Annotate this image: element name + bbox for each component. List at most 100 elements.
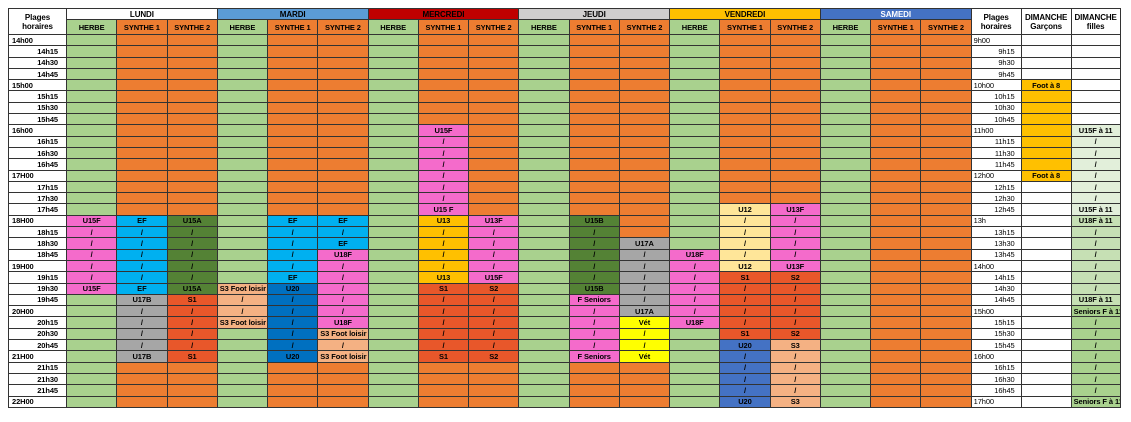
slot xyxy=(367,395,419,408)
slot xyxy=(216,237,269,250)
schedule: Plages horaires LUNDI MARDI MERCREDI JEUDI VE… xyxy=(8,8,1121,408)
booking: S3 Foot loisir xyxy=(216,316,269,329)
booking: U17A xyxy=(618,237,671,250)
sunday-slot xyxy=(1020,56,1072,69)
booking: U17B xyxy=(116,293,168,307)
slot xyxy=(920,327,972,341)
slot xyxy=(166,113,218,126)
sunday-header: DIMANCHE Garçons xyxy=(1020,8,1072,35)
slot xyxy=(819,316,872,329)
slot xyxy=(819,33,872,47)
slot xyxy=(618,361,671,374)
slot xyxy=(166,124,218,137)
slot xyxy=(116,372,168,386)
slot xyxy=(669,158,721,171)
booking: / xyxy=(317,226,369,239)
booking: / xyxy=(669,282,721,295)
slot xyxy=(669,214,721,228)
slot xyxy=(870,372,922,386)
slot xyxy=(65,293,118,307)
slot xyxy=(367,56,419,69)
slot xyxy=(870,169,922,182)
slot xyxy=(870,339,922,352)
booking: / xyxy=(669,305,721,318)
time-slot: 18h30 xyxy=(8,237,67,250)
slot xyxy=(518,45,570,58)
sunday-booking: / xyxy=(1070,135,1121,148)
slot xyxy=(870,146,922,160)
slot xyxy=(669,79,721,92)
slot xyxy=(769,45,821,58)
slot xyxy=(267,67,319,81)
booking: / xyxy=(116,339,168,352)
schedule-table: Plages horaires LUNDI MARDI MERCREDI JEUDI VE… xyxy=(8,8,1121,408)
booking: / xyxy=(417,248,470,261)
slot xyxy=(920,192,972,205)
slot xyxy=(618,192,671,205)
slot xyxy=(568,45,620,58)
day-header: MARDI xyxy=(216,8,369,20)
field-header: HERBE xyxy=(65,19,118,35)
slot xyxy=(317,158,369,171)
slot xyxy=(367,192,419,205)
slot xyxy=(367,237,419,250)
slot xyxy=(267,192,319,205)
booking: / xyxy=(417,237,470,250)
slot xyxy=(669,56,721,69)
slot xyxy=(367,339,419,352)
slot xyxy=(719,124,771,137)
sunday-time-slot: 10h00 xyxy=(970,79,1022,92)
slot xyxy=(367,316,419,329)
booking: / xyxy=(267,248,319,261)
slot xyxy=(870,327,922,341)
slot xyxy=(618,158,671,171)
slot xyxy=(870,350,922,363)
slot xyxy=(468,113,520,126)
slot xyxy=(116,135,168,148)
time-row: 22H00 U20 S3 17h00 Seniors F à 11 xyxy=(8,395,1121,408)
slot xyxy=(65,305,118,318)
sunday-slot xyxy=(1020,67,1072,81)
booking: / xyxy=(769,361,821,374)
slot xyxy=(216,226,269,239)
sunday-slot xyxy=(1070,67,1121,81)
slot xyxy=(819,361,872,374)
booking: / xyxy=(719,384,771,397)
booking: U15F xyxy=(468,271,520,284)
slot xyxy=(819,113,872,126)
booking: / xyxy=(116,327,168,341)
slot xyxy=(819,158,872,171)
sunday-time-slot: 9h00 xyxy=(970,33,1022,47)
booking: S3 xyxy=(769,395,821,408)
slot xyxy=(920,226,972,239)
slot xyxy=(468,45,520,58)
booking: / xyxy=(317,271,369,284)
field-header: SYNTHE 1 xyxy=(116,19,168,35)
booking: U15F xyxy=(65,214,118,228)
booking: / xyxy=(65,226,118,239)
slot xyxy=(468,90,520,103)
slot xyxy=(65,395,118,408)
booking: / xyxy=(669,259,721,273)
booking: / xyxy=(568,226,620,239)
slot xyxy=(669,180,721,194)
slot xyxy=(417,67,470,81)
slot xyxy=(870,158,922,171)
sunday-slot xyxy=(1020,237,1072,250)
slot xyxy=(518,316,570,329)
slot xyxy=(819,79,872,92)
slot xyxy=(870,135,922,148)
slot xyxy=(65,316,118,329)
booking: U18F xyxy=(669,248,721,261)
sunday-slot xyxy=(1020,135,1072,148)
booking: EF xyxy=(317,214,369,228)
slot xyxy=(920,113,972,126)
sunday-time-slot: 11h00 xyxy=(970,124,1022,137)
slot xyxy=(669,169,721,182)
sunday-time-slot: 16h30 xyxy=(970,372,1022,386)
field-header: SYNTHE 1 xyxy=(870,19,922,35)
slot xyxy=(669,90,721,103)
slot xyxy=(518,169,570,182)
booking: S2 xyxy=(769,271,821,284)
sunday-slot xyxy=(1070,56,1121,69)
